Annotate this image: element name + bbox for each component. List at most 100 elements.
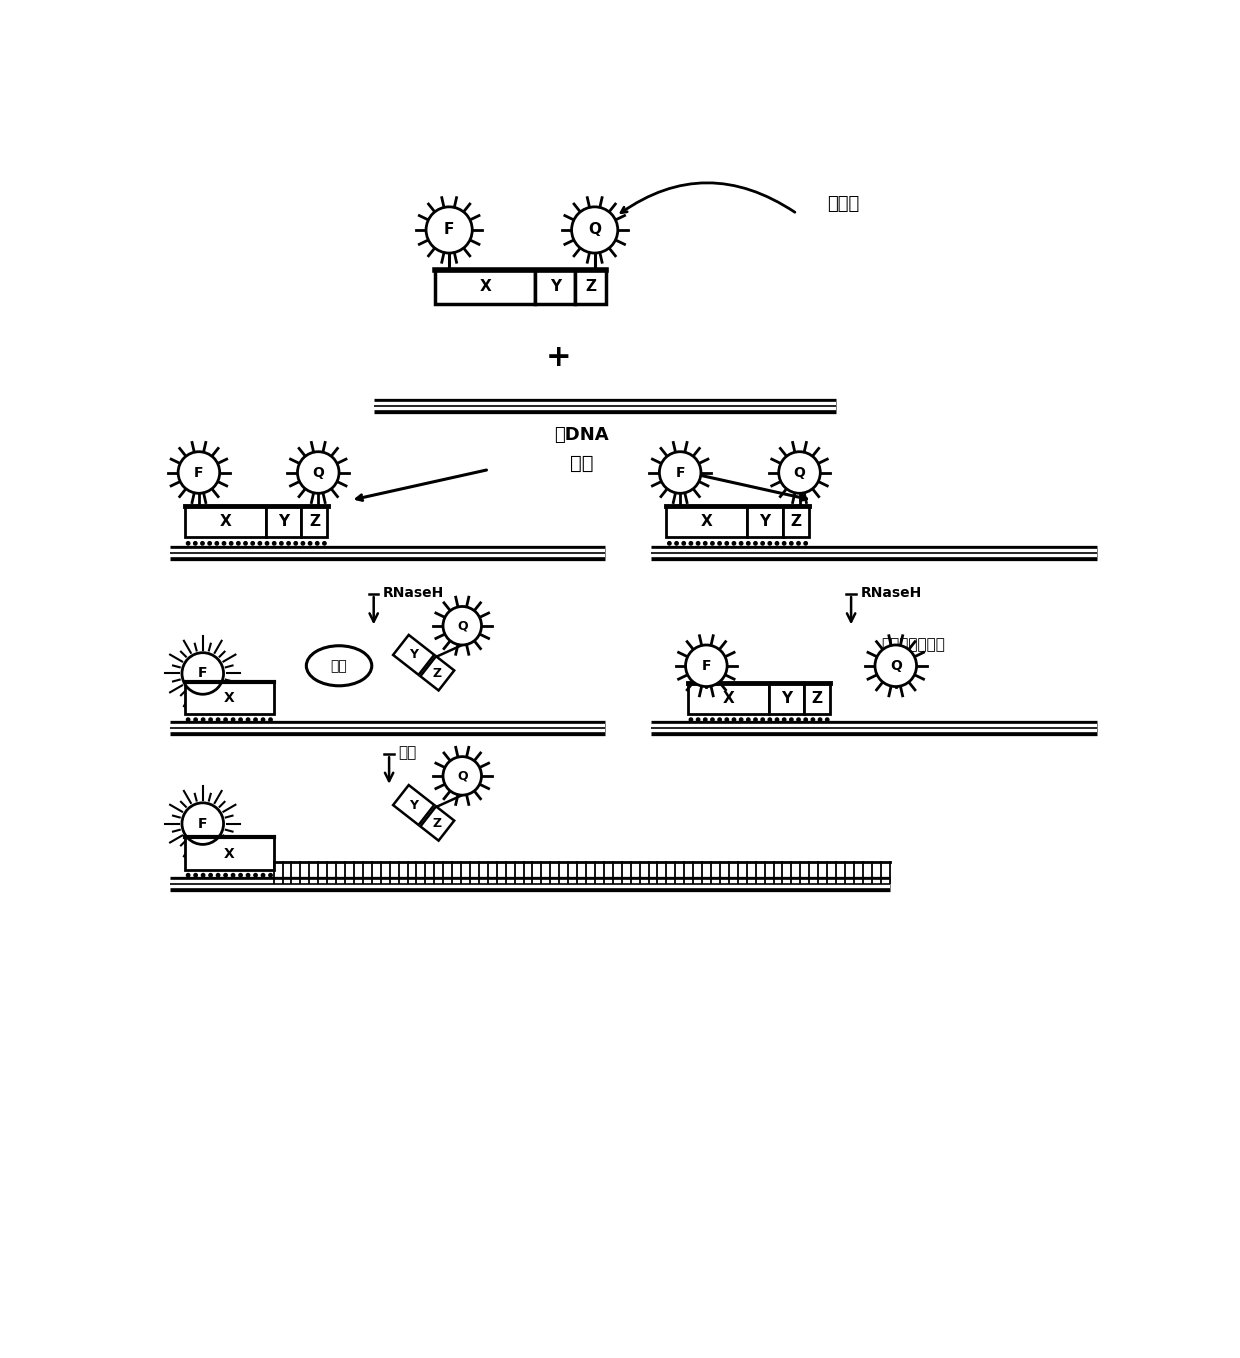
Circle shape xyxy=(718,542,722,545)
Circle shape xyxy=(237,542,241,545)
Bar xyxy=(536,270,575,304)
Circle shape xyxy=(262,873,264,877)
Text: 延伸: 延伸 xyxy=(398,746,417,760)
Polygon shape xyxy=(393,636,434,675)
Text: Z: Z xyxy=(433,667,441,680)
Text: F: F xyxy=(702,659,711,672)
Text: F: F xyxy=(195,466,203,479)
Text: Z: Z xyxy=(812,691,822,706)
Text: F: F xyxy=(198,816,207,831)
Circle shape xyxy=(232,718,234,721)
Circle shape xyxy=(711,718,714,721)
Circle shape xyxy=(222,542,226,545)
Circle shape xyxy=(775,718,779,721)
Circle shape xyxy=(294,542,298,545)
Circle shape xyxy=(797,718,800,721)
Circle shape xyxy=(201,718,205,721)
Circle shape xyxy=(804,542,807,545)
Circle shape xyxy=(273,542,277,545)
Circle shape xyxy=(193,718,197,721)
Bar xyxy=(435,270,536,304)
Text: 单核酸: 单核酸 xyxy=(827,194,859,213)
Bar xyxy=(804,683,831,714)
Circle shape xyxy=(761,718,764,721)
Circle shape xyxy=(875,645,916,687)
Circle shape xyxy=(686,645,727,687)
Circle shape xyxy=(193,542,197,545)
Circle shape xyxy=(232,873,234,877)
Circle shape xyxy=(182,653,223,694)
Text: Z: Z xyxy=(433,818,441,830)
Circle shape xyxy=(254,718,257,721)
Circle shape xyxy=(254,873,257,877)
Circle shape xyxy=(779,452,821,493)
Circle shape xyxy=(201,542,205,545)
Circle shape xyxy=(746,542,750,545)
Circle shape xyxy=(179,452,219,493)
Circle shape xyxy=(215,542,218,545)
Ellipse shape xyxy=(306,646,372,686)
Circle shape xyxy=(703,718,707,721)
Text: Y: Y xyxy=(781,691,792,706)
Circle shape xyxy=(269,873,273,877)
Circle shape xyxy=(754,542,758,545)
Circle shape xyxy=(186,718,190,721)
Circle shape xyxy=(689,718,693,721)
Bar xyxy=(185,838,274,870)
Polygon shape xyxy=(393,785,434,824)
Bar xyxy=(748,507,782,538)
Circle shape xyxy=(733,542,735,545)
Circle shape xyxy=(186,542,190,545)
Circle shape xyxy=(309,542,311,545)
Text: Y: Y xyxy=(278,515,289,530)
Text: Q: Q xyxy=(456,619,467,633)
Circle shape xyxy=(298,452,339,493)
Text: Y: Y xyxy=(759,515,770,530)
Circle shape xyxy=(269,718,273,721)
Circle shape xyxy=(182,803,223,845)
Circle shape xyxy=(754,718,758,721)
Text: Q: Q xyxy=(794,466,806,479)
Text: X: X xyxy=(723,691,734,706)
Circle shape xyxy=(572,206,618,253)
Circle shape xyxy=(247,718,249,721)
Circle shape xyxy=(208,542,211,545)
Bar xyxy=(666,507,748,538)
Text: 杂交: 杂交 xyxy=(570,454,594,473)
Circle shape xyxy=(725,718,728,721)
Circle shape xyxy=(224,873,227,877)
Bar xyxy=(769,683,804,714)
Text: Y: Y xyxy=(409,648,418,661)
Circle shape xyxy=(790,542,794,545)
Text: Y: Y xyxy=(409,799,418,812)
Circle shape xyxy=(804,718,807,721)
Circle shape xyxy=(782,542,786,545)
Circle shape xyxy=(775,542,779,545)
Circle shape xyxy=(768,542,771,545)
Text: X: X xyxy=(480,280,491,295)
Circle shape xyxy=(739,542,743,545)
Text: Z: Z xyxy=(585,280,596,295)
Circle shape xyxy=(193,873,197,877)
Circle shape xyxy=(201,873,205,877)
Circle shape xyxy=(244,542,247,545)
Circle shape xyxy=(427,206,472,253)
Circle shape xyxy=(301,542,305,545)
Circle shape xyxy=(733,718,735,721)
Circle shape xyxy=(761,542,764,545)
Bar xyxy=(688,683,769,714)
Circle shape xyxy=(725,542,728,545)
Circle shape xyxy=(667,542,671,545)
Circle shape xyxy=(739,718,743,721)
Text: Q: Q xyxy=(890,659,901,672)
Circle shape xyxy=(768,718,771,721)
Circle shape xyxy=(217,718,219,721)
Text: Q: Q xyxy=(588,223,601,238)
Text: F: F xyxy=(676,466,684,479)
Text: F: F xyxy=(198,667,207,680)
Circle shape xyxy=(247,873,249,877)
Text: 靶DNA: 靶DNA xyxy=(554,426,609,444)
Circle shape xyxy=(711,542,714,545)
Circle shape xyxy=(826,718,828,721)
Text: F: F xyxy=(444,223,454,238)
